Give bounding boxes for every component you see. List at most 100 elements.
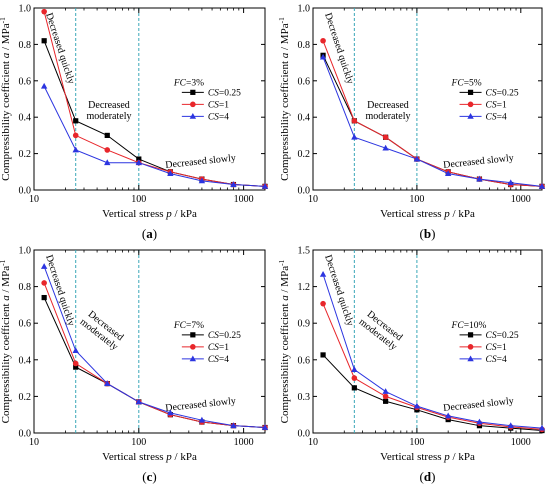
data-point-square [41, 38, 47, 44]
y-tick-label: 0.0 [298, 429, 311, 440]
x-tick-label: 1000 [234, 194, 254, 205]
x-axis-title-prefix: Vertical stress [380, 451, 444, 463]
y-tick-label: 1.5 [298, 246, 311, 257]
panel-label-open: ( [420, 226, 424, 241]
legend-title: FC=3% [173, 78, 204, 88]
y-tick-label: 1.0 [19, 4, 32, 15]
annotation-slow: Decreased slowly [165, 396, 237, 414]
panel-label-close: ) [431, 226, 435, 241]
panel-label-open: ( [142, 226, 146, 241]
data-point-triangle [167, 409, 174, 416]
data-point-circle [104, 147, 111, 153]
plot-frame [312, 249, 543, 434]
legend-label: CS=1 [208, 100, 229, 110]
x-tick-label: 1000 [234, 437, 254, 448]
panel-label-close: ) [152, 469, 156, 484]
x-axis-title-suffix: / kPa [172, 451, 197, 463]
y-axis-title-var: a [0, 52, 12, 58]
y-axis-title-suffix: / MPa [0, 266, 12, 295]
data-point-circle [351, 118, 358, 124]
data-point-triangle [507, 179, 514, 186]
legend-marker-square [190, 332, 196, 338]
legend-label-value: =4 [497, 355, 507, 365]
legend-label: CS=0.25 [208, 88, 241, 98]
legend-label-value: =0.25 [219, 331, 241, 341]
data-point-triangle [507, 422, 514, 429]
y-axis-title-var: a [279, 52, 291, 58]
legend-title-var: FC [173, 321, 187, 331]
legend-title-value: =5% [464, 78, 482, 88]
y-axis-title-suffix: / MPa [0, 23, 12, 52]
y-tick-label: 0.0 [298, 186, 311, 197]
y-axis-title: Compressibility coefficient a / MPa-1 [277, 17, 291, 181]
panel-label-letter: c [147, 469, 153, 484]
data-point-triangle [230, 422, 237, 429]
x-axis-title-suffix: / kPa [172, 208, 197, 220]
legend-label-value: =4 [219, 112, 229, 122]
x-axis-title-var: p [165, 451, 172, 463]
data-point-circle [351, 375, 358, 381]
x-axis-title: Vertical stress p / kPa [102, 451, 197, 463]
data-point-square [73, 118, 79, 124]
plot-frame [33, 7, 266, 191]
annotation-quick: Decreased quickly [322, 12, 355, 86]
data-point-triangle [72, 347, 79, 354]
legend-label: CS=0.25 [486, 88, 519, 98]
data-point-triangle [444, 412, 452, 419]
data-point-square [104, 132, 110, 138]
data-point-triangle [382, 144, 389, 151]
annotation-moderate-line1: Decreased [88, 100, 130, 111]
series-line-1 [322, 40, 543, 187]
y-tick-label: 0.3 [298, 392, 311, 403]
x-axis-title-prefix: Vertical stress [380, 208, 444, 220]
data-point-triangle [135, 159, 143, 166]
x-axis-title-suffix: / kPa [450, 208, 475, 220]
y-tick-label: 0.4 [19, 355, 32, 366]
y-axis-title-prefix: Compressibility coefficient [0, 58, 12, 181]
data-point-triangle [230, 181, 237, 187]
legend-marker-circle [467, 101, 474, 108]
data-point-triangle [40, 82, 48, 89]
legend-label: CS=1 [486, 343, 507, 353]
x-tick-label: 10 [308, 194, 318, 205]
legend-title-value: =3% [186, 78, 204, 88]
panel-label: (c) [142, 469, 156, 484]
panel-label-letter: d [424, 469, 432, 484]
y-tick-label: 0.2 [298, 149, 311, 160]
annotation-slow: Decreased slowly [443, 153, 515, 171]
y-axis-title-prefix: Compressibility coefficient [279, 301, 291, 424]
legend-label-var: CS [208, 331, 219, 341]
legend-label: CS=4 [486, 355, 507, 365]
legend-label-var: CS [486, 355, 497, 365]
x-tick-label: 10 [29, 437, 39, 448]
data-point-circle [72, 360, 79, 367]
x-axis-title: Vertical stress p / kPa [380, 208, 475, 220]
chart-panel-d: 0.0 0.3 0.6 0.9 1.2 1.5 10 100 1000 Vertical stre… [277, 246, 546, 484]
legend-label: CS=1 [208, 343, 229, 353]
legend-label-var: CS [208, 112, 219, 122]
x-tick-label: 10 [29, 194, 39, 205]
y-tick-label: 0.6 [19, 76, 32, 87]
data-point-triangle [413, 155, 421, 162]
legend-title-value: =7% [186, 321, 204, 331]
data-point-triangle [538, 182, 546, 189]
data-point-circle [382, 393, 389, 400]
y-tick-label: 1.0 [19, 246, 32, 257]
y-axis-title: Compressibility coefficient a / MPa-1 [0, 259, 12, 423]
y-axis-title-sup: -1 [277, 17, 286, 23]
y-axis-title-suffix: / MPa [279, 23, 291, 52]
legend-label-value: =0.25 [497, 331, 519, 341]
panel-label-letter: b [424, 226, 431, 241]
legend-label-var: CS [486, 331, 497, 341]
x-axis-title-var: p [443, 451, 450, 463]
legend-marker-triangle [467, 112, 474, 119]
data-point-square [383, 398, 389, 404]
data-point-triangle [319, 271, 327, 277]
x-tick-label: 100 [409, 194, 424, 205]
x-axis-title-var: p [443, 208, 450, 220]
series-line-0 [322, 354, 543, 432]
legend-label-var: CS [208, 355, 219, 365]
data-point-triangle [104, 380, 111, 386]
